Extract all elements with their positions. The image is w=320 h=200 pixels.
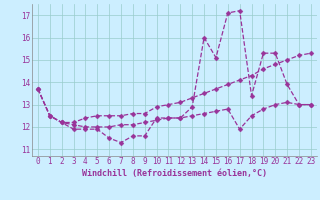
X-axis label: Windchill (Refroidissement éolien,°C): Windchill (Refroidissement éolien,°C) — [82, 169, 267, 178]
